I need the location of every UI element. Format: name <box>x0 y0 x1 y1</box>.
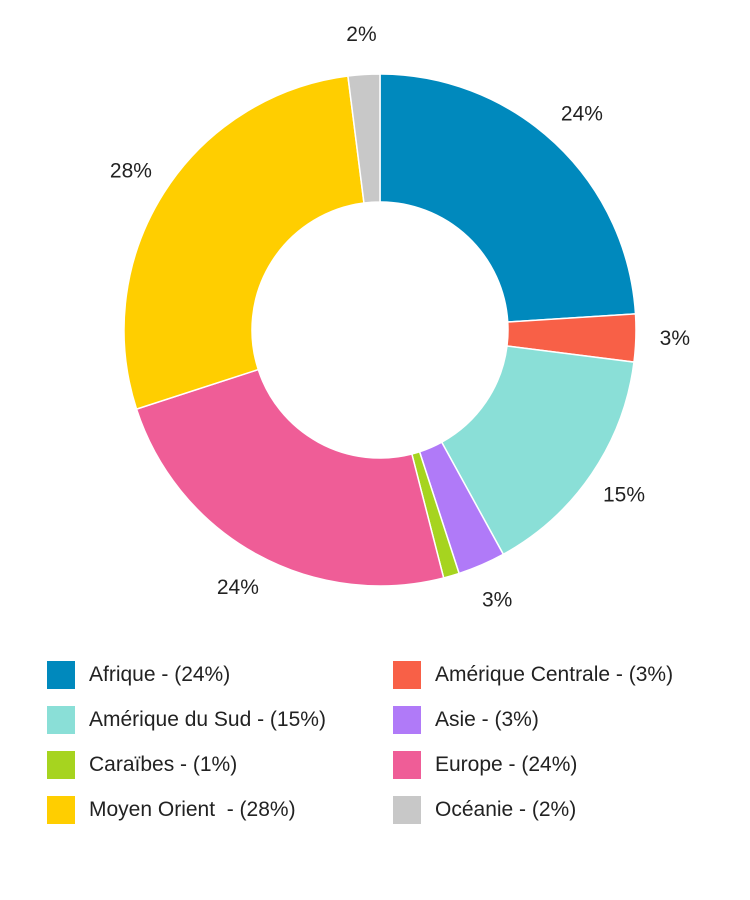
legend-swatch <box>47 796 75 824</box>
legend-swatch <box>393 706 421 734</box>
slice-amérique-du-sud[interactable] <box>440 345 635 556</box>
slice-label-océanie: 2% <box>346 23 376 46</box>
legend-swatch <box>47 751 75 779</box>
legend-swatch <box>47 706 75 734</box>
legend-label: Asie - (3%) <box>435 708 539 731</box>
legend-item-océanie[interactable]: Océanie - (2%) <box>393 795 576 825</box>
legend-label: Afrique - (24%) <box>89 663 231 686</box>
legend-item-amérique-du-sud[interactable]: Amérique du Sud - (15%) <box>47 705 326 735</box>
legend-item-amérique-centrale[interactable]: Amérique Centrale - (3%) <box>393 660 673 690</box>
legend-label: Europe - (24%) <box>435 753 578 776</box>
legend-swatch <box>47 661 75 689</box>
legend-swatch <box>393 796 421 824</box>
slice-label-amérique-du-sud: 15% <box>603 483 645 506</box>
legend-swatch <box>393 751 421 779</box>
legend-label: Amérique Centrale - (3%) <box>435 663 674 686</box>
slice-moyen-orient[interactable] <box>123 75 365 411</box>
legend-item-europe[interactable]: Europe - (24%) <box>393 750 577 780</box>
legend-label: Amérique du Sud - (15%) <box>89 708 326 731</box>
legend-item-afrique[interactable]: Afrique - (24%) <box>47 660 230 690</box>
legend-swatch <box>393 661 421 689</box>
legend-item-asie[interactable]: Asie - (3%) <box>393 705 539 735</box>
slice-afrique[interactable] <box>379 73 637 323</box>
donut-chart: 24% 3% 15% 3% 24% 28% 2% <box>110 23 690 611</box>
legend-item-moyen-orient[interactable]: Moyen Orient - (28%) <box>47 795 296 825</box>
slice-label-asie: 3% <box>482 588 512 611</box>
slice-label-afrique: 24% <box>561 103 603 126</box>
slice-europe[interactable] <box>135 368 445 587</box>
slice-label-moyen-orient: 28% <box>110 159 152 182</box>
slice-label-europe: 24% <box>217 576 259 599</box>
legend-label: Caraïbes - (1%) <box>89 753 238 776</box>
slice-océanie[interactable] <box>347 73 381 204</box>
legend-label: Moyen Orient - (28%) <box>89 798 296 821</box>
legend-item-caraïbes[interactable]: Caraïbes - (1%) <box>47 750 237 780</box>
slice-label-amérique-centrale: 3% <box>660 327 690 350</box>
legend-label: Océanie - (2%) <box>435 798 577 821</box>
